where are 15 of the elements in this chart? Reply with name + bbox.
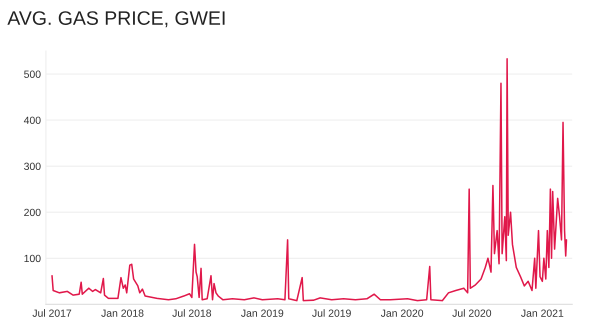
y-tick-label: 500	[24, 70, 41, 78]
y-tick-label: 200	[24, 208, 41, 216]
y-tick-label: 400	[24, 116, 41, 124]
y-tick-label: 300	[24, 162, 41, 170]
x-tick-label: Jul 2020	[452, 309, 492, 317]
line-series	[51, 58, 568, 302]
x-tick-label: Jul 2019	[312, 309, 351, 317]
chart-title: AVG. GAS PRICE, GWEI	[7, 11, 225, 28]
x-tick-label: Jan 2021	[521, 309, 564, 317]
y-tick-label: 100	[24, 254, 41, 262]
x-tick-label: Jul 2018	[172, 309, 212, 317]
x-tick-label: Jul 2017	[32, 309, 72, 317]
x-tick-label: Jan 2020	[380, 309, 424, 317]
x-tick-label: Jan 2018	[101, 309, 144, 317]
x-tick-label: Jan 2019	[241, 309, 284, 317]
